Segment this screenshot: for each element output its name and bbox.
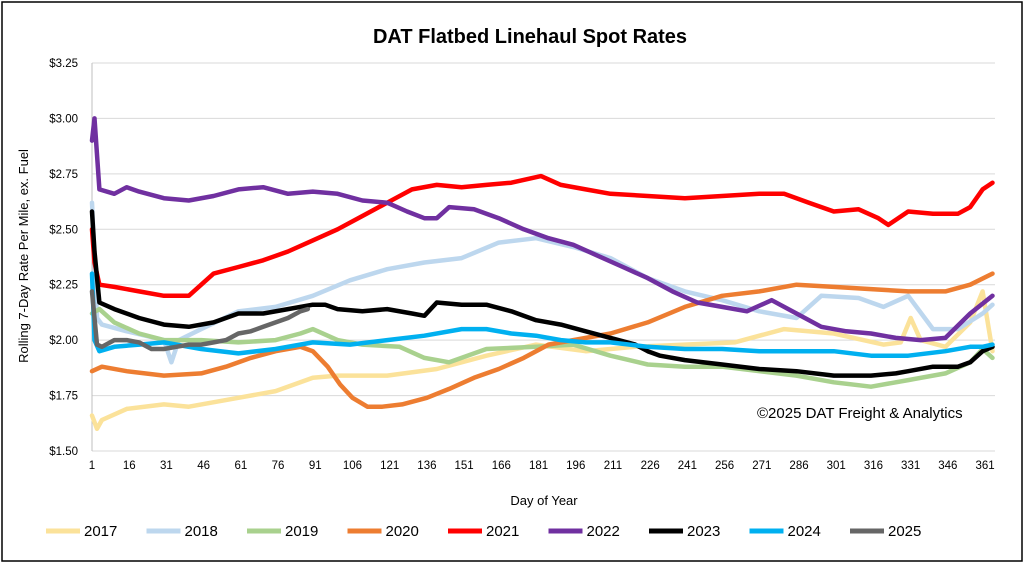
x-tick-label: 241 — [678, 460, 697, 472]
x-tick-label: 31 — [160, 460, 173, 472]
y-tick-label: $2.50 — [49, 224, 78, 236]
x-tick-label: 61 — [234, 460, 247, 472]
x-tick-label: 271 — [752, 460, 771, 472]
y-axis-label: Rolling 7-Day Rate Per Mile, ex. Fuel — [16, 149, 31, 363]
y-tick-label: $2.25 — [49, 280, 78, 292]
x-tick-label: 151 — [455, 460, 474, 472]
x-axis-label: Day of Year — [510, 493, 578, 508]
x-tick-label: 76 — [272, 460, 285, 472]
plot-area — [89, 116, 995, 432]
y-tick-label: $2.00 — [49, 335, 78, 347]
x-tick-label: 286 — [789, 460, 808, 472]
x-tick-label: 301 — [827, 460, 846, 472]
legend-label-2017: 2017 — [84, 523, 117, 540]
legend-label-2025: 2025 — [888, 523, 921, 540]
legend-label-2023: 2023 — [687, 523, 720, 540]
legend-label-2024: 2024 — [788, 523, 821, 540]
x-tick-label: 166 — [492, 460, 511, 472]
legend-label-2022: 2022 — [587, 523, 620, 540]
x-tick-label: 211 — [604, 460, 622, 472]
x-axis-ticks: 1 16 31 46 61 76 91 106 121 136 151 166 181 196 211 226… — [89, 460, 995, 472]
x-tick-label: 106 — [343, 460, 362, 472]
legend: 2017 2018 2019 2020 2021 2022 2023 2024 2025 — [46, 523, 921, 540]
y-tick-label: $1.50 — [49, 446, 78, 458]
x-tick-label: 361 — [975, 460, 994, 472]
x-tick-label: 1 — [89, 460, 95, 472]
x-tick-label: 16 — [123, 460, 136, 472]
legend-label-2020: 2020 — [386, 523, 419, 540]
x-tick-label: 226 — [641, 460, 660, 472]
legend-label-2021: 2021 — [486, 523, 519, 540]
series-line-2023 — [89, 209, 995, 378]
x-tick-label: 46 — [197, 460, 210, 472]
y-tick-label: $2.75 — [49, 169, 78, 181]
x-tick-label: 121 — [380, 460, 399, 472]
series-line-2024 — [89, 271, 995, 358]
x-tick-label: 331 — [901, 460, 920, 472]
copyright-annotation: ©2025 DAT Freight & Analytics — [757, 405, 963, 422]
y-tick-label: $3.00 — [49, 113, 78, 125]
y-tick-label: $3.25 — [49, 58, 78, 70]
x-tick-label: 181 — [529, 460, 548, 472]
y-axis-ticks: $1.50 $1.75 $2.00 $2.25 $2.50 $2.75 $3.00 $3.25 — [49, 58, 78, 458]
x-tick-label: 316 — [864, 460, 883, 472]
series-line-2025 — [89, 289, 311, 352]
legend-label-2018: 2018 — [185, 523, 218, 540]
series-line-2022 — [89, 116, 995, 343]
y-tick-label: $1.75 — [49, 391, 78, 403]
series-line-2020 — [89, 271, 995, 409]
x-tick-label: 196 — [566, 460, 585, 472]
series-line-2021 — [89, 173, 995, 299]
chart-title: DAT Flatbed Linehaul Spot Rates — [373, 26, 687, 48]
x-tick-label: 346 — [938, 460, 957, 472]
series-line-2017 — [89, 289, 995, 432]
x-tick-label: 91 — [309, 460, 322, 472]
series-line-2019 — [89, 306, 995, 389]
series-line-2018 — [89, 200, 995, 365]
x-tick-label: 136 — [417, 460, 436, 472]
x-tick-label: 256 — [715, 460, 734, 472]
legend-label-2019: 2019 — [285, 523, 318, 540]
